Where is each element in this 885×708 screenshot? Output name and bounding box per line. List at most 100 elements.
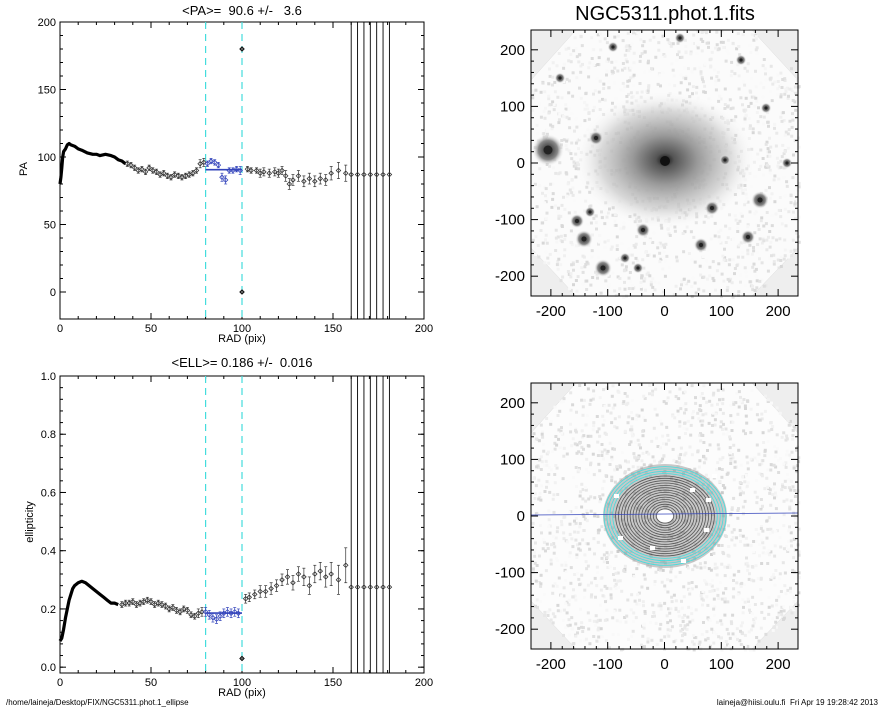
noise-pixel: [638, 598, 641, 602]
data-point: [179, 174, 185, 181]
noise-pixel: [684, 77, 688, 81]
noise-pixel: [725, 472, 729, 476]
noise-pixel: [749, 544, 753, 548]
noise-pixel: [571, 437, 575, 441]
noise-pixel: [640, 408, 644, 412]
noise-pixel: [552, 108, 556, 112]
noise-pixel: [760, 241, 764, 245]
noise-pixel: [797, 85, 801, 89]
noise-pixel: [788, 525, 791, 529]
noise-pixel: [615, 426, 619, 430]
noise-pixel: [571, 186, 575, 190]
masked-pixel: [690, 488, 695, 492]
noise-pixel: [744, 192, 748, 196]
noise-pixel: [719, 458, 723, 462]
noise-pixel: [651, 393, 654, 397]
noise-pixel: [787, 128, 791, 132]
noise-pixel: [774, 530, 778, 534]
data-point: [219, 174, 225, 181]
noise-pixel: [782, 152, 786, 156]
noise-pixel: [737, 290, 741, 294]
isophote-ellipse: [647, 501, 683, 531]
noise-pixel: [791, 238, 795, 242]
noise-pixel: [583, 119, 587, 123]
noise-pixel: [766, 120, 770, 124]
noise-pixel: [756, 224, 760, 228]
noise-pixel: [544, 233, 548, 237]
noise-pixel: [605, 59, 609, 63]
noise-pixel: [671, 414, 675, 418]
noise-pixel: [603, 245, 607, 249]
noise-pixel: [560, 523, 564, 527]
noise-pixel: [552, 166, 555, 170]
noise-pixel: [764, 222, 768, 226]
noise-pixel: [669, 628, 672, 632]
noise-pixel: [703, 565, 707, 569]
noise-pixel: [649, 283, 653, 287]
noise-pixel: [754, 274, 758, 278]
noise-pixel: [635, 91, 639, 95]
noise-pixel: [537, 478, 541, 482]
noise-pixel: [771, 236, 775, 240]
noise-pixel: [699, 395, 703, 399]
data-point: [222, 177, 229, 183]
noise-pixel: [580, 445, 584, 449]
noise-pixel: [743, 66, 747, 70]
noise-pixel: [629, 91, 633, 95]
noise-pixel: [697, 465, 701, 469]
noise-pixel: [533, 561, 537, 565]
noise-pixel: [682, 250, 686, 254]
noise-pixel: [770, 192, 774, 196]
data-point: [295, 571, 302, 577]
noise-pixel: [627, 467, 631, 471]
noise-pixel: [713, 234, 717, 238]
noise-pixel: [556, 84, 560, 87]
noise-pixel: [639, 281, 643, 284]
noise-pixel: [726, 565, 730, 569]
noise-pixel: [743, 117, 747, 121]
noise-pixel: [758, 279, 762, 283]
noise-pixel: [670, 62, 674, 66]
noise-pixel: [771, 82, 775, 86]
noise-pixel: [582, 434, 586, 438]
noise-pixel: [633, 456, 637, 460]
data-point: [213, 616, 220, 622]
noise-pixel: [786, 96, 790, 100]
noise-pixel: [692, 642, 696, 646]
noise-pixel: [724, 535, 728, 538]
noise-pixel: [595, 430, 599, 434]
y-tick-label: 0.0: [41, 662, 56, 674]
noise-pixel: [692, 410, 695, 414]
noise-pixel: [710, 627, 714, 631]
noise-pixel: [771, 628, 775, 632]
noise-pixel: [726, 553, 730, 557]
noise-pixel: [567, 107, 571, 111]
noise-pixel: [791, 434, 795, 437]
noise-pixel: [797, 240, 801, 244]
noise-pixel: [600, 635, 604, 639]
data-point: [301, 178, 307, 185]
noise-pixel: [585, 567, 589, 571]
noise-pixel: [743, 648, 747, 652]
noise-pixel: [667, 82, 671, 86]
noise-pixel: [624, 58, 628, 62]
noise-pixel: [691, 276, 695, 280]
noise-pixel: [583, 517, 587, 521]
noise-pixel: [717, 635, 721, 639]
noise-pixel: [720, 468, 724, 471]
noise-pixel: [726, 643, 729, 647]
noise-pixel: [548, 67, 551, 71]
noise-pixel: [614, 60, 618, 63]
noise-pixel: [624, 268, 628, 272]
noise-pixel: [603, 222, 607, 226]
noise-pixel: [649, 280, 653, 284]
noise-pixel: [707, 45, 710, 49]
noise-pixel: [641, 429, 645, 433]
noise-pixel: [748, 572, 751, 576]
noise-pixel: [710, 578, 714, 582]
noise-pixel: [619, 88, 623, 92]
noise-pixel: [768, 230, 772, 233]
noise-pixel: [748, 124, 752, 128]
noise-pixel: [713, 605, 717, 609]
noise-pixel: [595, 639, 599, 643]
